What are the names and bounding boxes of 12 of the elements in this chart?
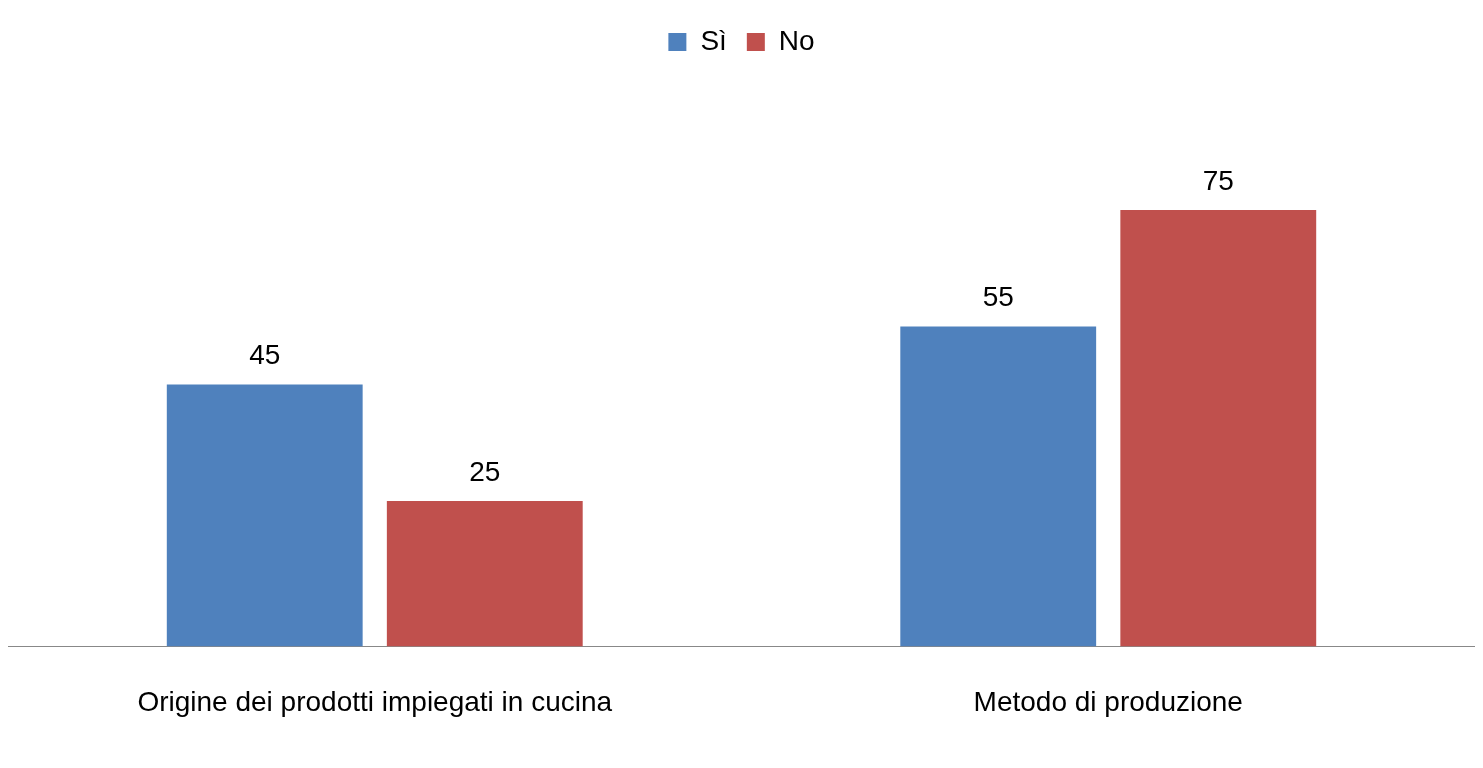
bar	[1120, 210, 1317, 647]
legend-label: Sì	[700, 24, 727, 56]
data-label: 45	[249, 339, 281, 371]
x-tick-label: Metodo di produzione	[973, 685, 1243, 717]
bar	[166, 384, 363, 647]
bar	[386, 500, 583, 647]
data-label: 55	[982, 281, 1014, 313]
bar	[900, 326, 1097, 647]
data-label: 75	[1202, 164, 1234, 196]
legend-label: No	[778, 24, 815, 56]
data-label: 25	[469, 455, 501, 487]
x-tick-label: Origine dei prodotti impiegati in cucina	[137, 685, 613, 717]
